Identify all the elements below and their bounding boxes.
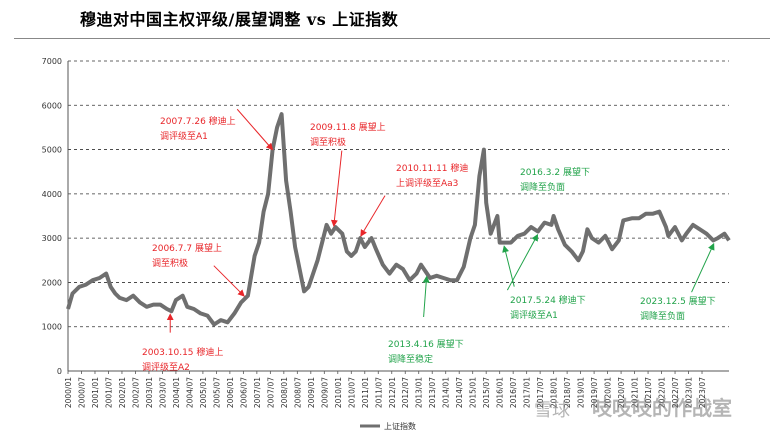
x-tick-label: 2006/07 xyxy=(239,377,248,408)
x-tick-label: 2003/07 xyxy=(158,377,167,408)
annotation-label: 2017.5.24 穆迪下 xyxy=(510,294,586,306)
watermark-logo: 雪球 xyxy=(534,400,570,421)
x-tick-label: 2012/07 xyxy=(401,377,410,408)
annotation-arrow xyxy=(360,195,386,237)
annotation-arrow xyxy=(236,108,274,151)
x-tick-label: 2015/07 xyxy=(482,377,491,408)
x-tick-label: 2010/01 xyxy=(334,377,343,408)
x-tick-label: 2007/01 xyxy=(253,377,262,408)
annotation-label: 2023.12.5 展望下 xyxy=(640,295,716,307)
annotation-label: 调至积极 xyxy=(152,257,188,269)
x-tick-label: 2020/01 xyxy=(604,377,613,408)
x-tick-label: 2010/07 xyxy=(347,377,356,408)
annotation-label: 调降至负面 xyxy=(520,181,565,193)
title-divider xyxy=(14,38,770,39)
x-tick-label: 2011/07 xyxy=(374,377,383,408)
x-tick-label: 2013/07 xyxy=(428,377,437,408)
x-tick-label: 2008/07 xyxy=(293,377,302,408)
annotation-label: 2007.7.26 穆迪上 xyxy=(160,115,236,127)
x-tick-label: 2020/07 xyxy=(617,377,626,408)
annotation-label: 调降至稳定 xyxy=(388,353,433,365)
annotation-label: 2010.11.11 穆迪 xyxy=(396,162,468,174)
x-tick-label: 2008/01 xyxy=(280,377,289,408)
x-tick-label: 2000/01 xyxy=(64,377,73,408)
x-tick-label: 2005/07 xyxy=(212,377,221,408)
annotation-label: 2003.10.15 穆迪上 xyxy=(142,346,223,358)
y-tick-label: 1000 xyxy=(42,323,62,332)
chart-title: 穆迪对中国主权评级/展望调整 vs 上证指数 xyxy=(80,10,399,29)
x-tick-label: 2004/01 xyxy=(172,377,181,408)
x-tick-label: 2017/01 xyxy=(523,377,532,408)
annotation-arrow xyxy=(213,265,245,297)
y-tick-label: 2000 xyxy=(42,278,62,287)
annotation-label: 调评级至A2 xyxy=(142,361,190,373)
annotation-label: 调评级至A1 xyxy=(510,309,558,321)
annotation-arrow xyxy=(506,233,539,291)
y-tick-label: 4000 xyxy=(42,190,62,199)
annotation-label: 调至积极 xyxy=(310,136,346,148)
x-tick-label: 2011/01 xyxy=(361,377,370,408)
annotation-arrow xyxy=(691,242,715,293)
x-tick-label: 2002/07 xyxy=(131,377,140,408)
x-tick-label: 2019/01 xyxy=(577,377,586,408)
x-tick-label: 2014/07 xyxy=(455,377,464,408)
x-tick-label: 2013/01 xyxy=(415,377,424,408)
watermark-text: 吱吱吱的作战室 xyxy=(592,396,732,420)
x-tick-label: 2016/01 xyxy=(496,377,505,408)
legend-label: 上证指数 xyxy=(384,421,416,431)
x-tick-label: 2023/07 xyxy=(698,377,707,408)
annotation-label: 2006.7.7 展望上 xyxy=(152,242,222,254)
x-tick-label: 2006/01 xyxy=(226,377,235,408)
x-tick-label: 2009/07 xyxy=(320,377,329,408)
x-tick-label: 2009/01 xyxy=(307,377,316,408)
x-tick-label: 2007/07 xyxy=(266,377,275,408)
x-tick-label: 2023/01 xyxy=(685,377,694,408)
x-tick-label: 2012/01 xyxy=(388,377,397,408)
annotation-label: 上调评级至Aa3 xyxy=(396,177,458,189)
x-tick-label: 2021/07 xyxy=(644,377,653,408)
x-tick-label: 2018/07 xyxy=(563,377,572,408)
annotation-label: 调降至负面 xyxy=(640,310,685,322)
annotation-label: 2009.11.8 展望上 xyxy=(310,121,386,133)
series-line-shcomp xyxy=(66,112,731,327)
x-tick-label: 2014/01 xyxy=(442,377,451,408)
x-tick-label: 2001/01 xyxy=(91,377,100,408)
y-tick-label: 6000 xyxy=(42,101,62,110)
x-tick-label: 2017/07 xyxy=(536,377,545,408)
x-tick-label: 2019/07 xyxy=(590,377,599,408)
x-tick-label: 2005/01 xyxy=(199,377,208,408)
x-tick-label: 2016/07 xyxy=(509,377,518,408)
x-tick-label: 2022/01 xyxy=(658,377,667,408)
y-tick-label: 5000 xyxy=(42,146,62,155)
annotation-label: 2016.3.2 展望下 xyxy=(520,166,590,178)
annotation-arrow xyxy=(422,275,430,318)
y-tick-label: 7000 xyxy=(42,57,62,66)
x-tick-label: 2021/01 xyxy=(631,377,640,408)
x-tick-label: 2004/07 xyxy=(185,377,194,408)
x-tick-label: 2018/01 xyxy=(550,377,559,408)
x-tick-label: 2015/01 xyxy=(469,377,478,408)
annotation-label: 调评级至A1 xyxy=(160,130,208,142)
x-tick-label: 2022/07 xyxy=(671,377,680,408)
annotation-label: 2013.4.16 展望下 xyxy=(388,338,464,350)
y-tick-label: 3000 xyxy=(42,234,62,243)
x-tick-label: 2002/01 xyxy=(118,377,127,408)
y-tick-label: 0 xyxy=(57,367,62,376)
x-tick-label: 2001/07 xyxy=(104,377,113,408)
x-tick-label: 2000/07 xyxy=(77,377,86,408)
x-tick-label: 2003/01 xyxy=(145,377,154,408)
annotation-arrow xyxy=(330,150,343,228)
